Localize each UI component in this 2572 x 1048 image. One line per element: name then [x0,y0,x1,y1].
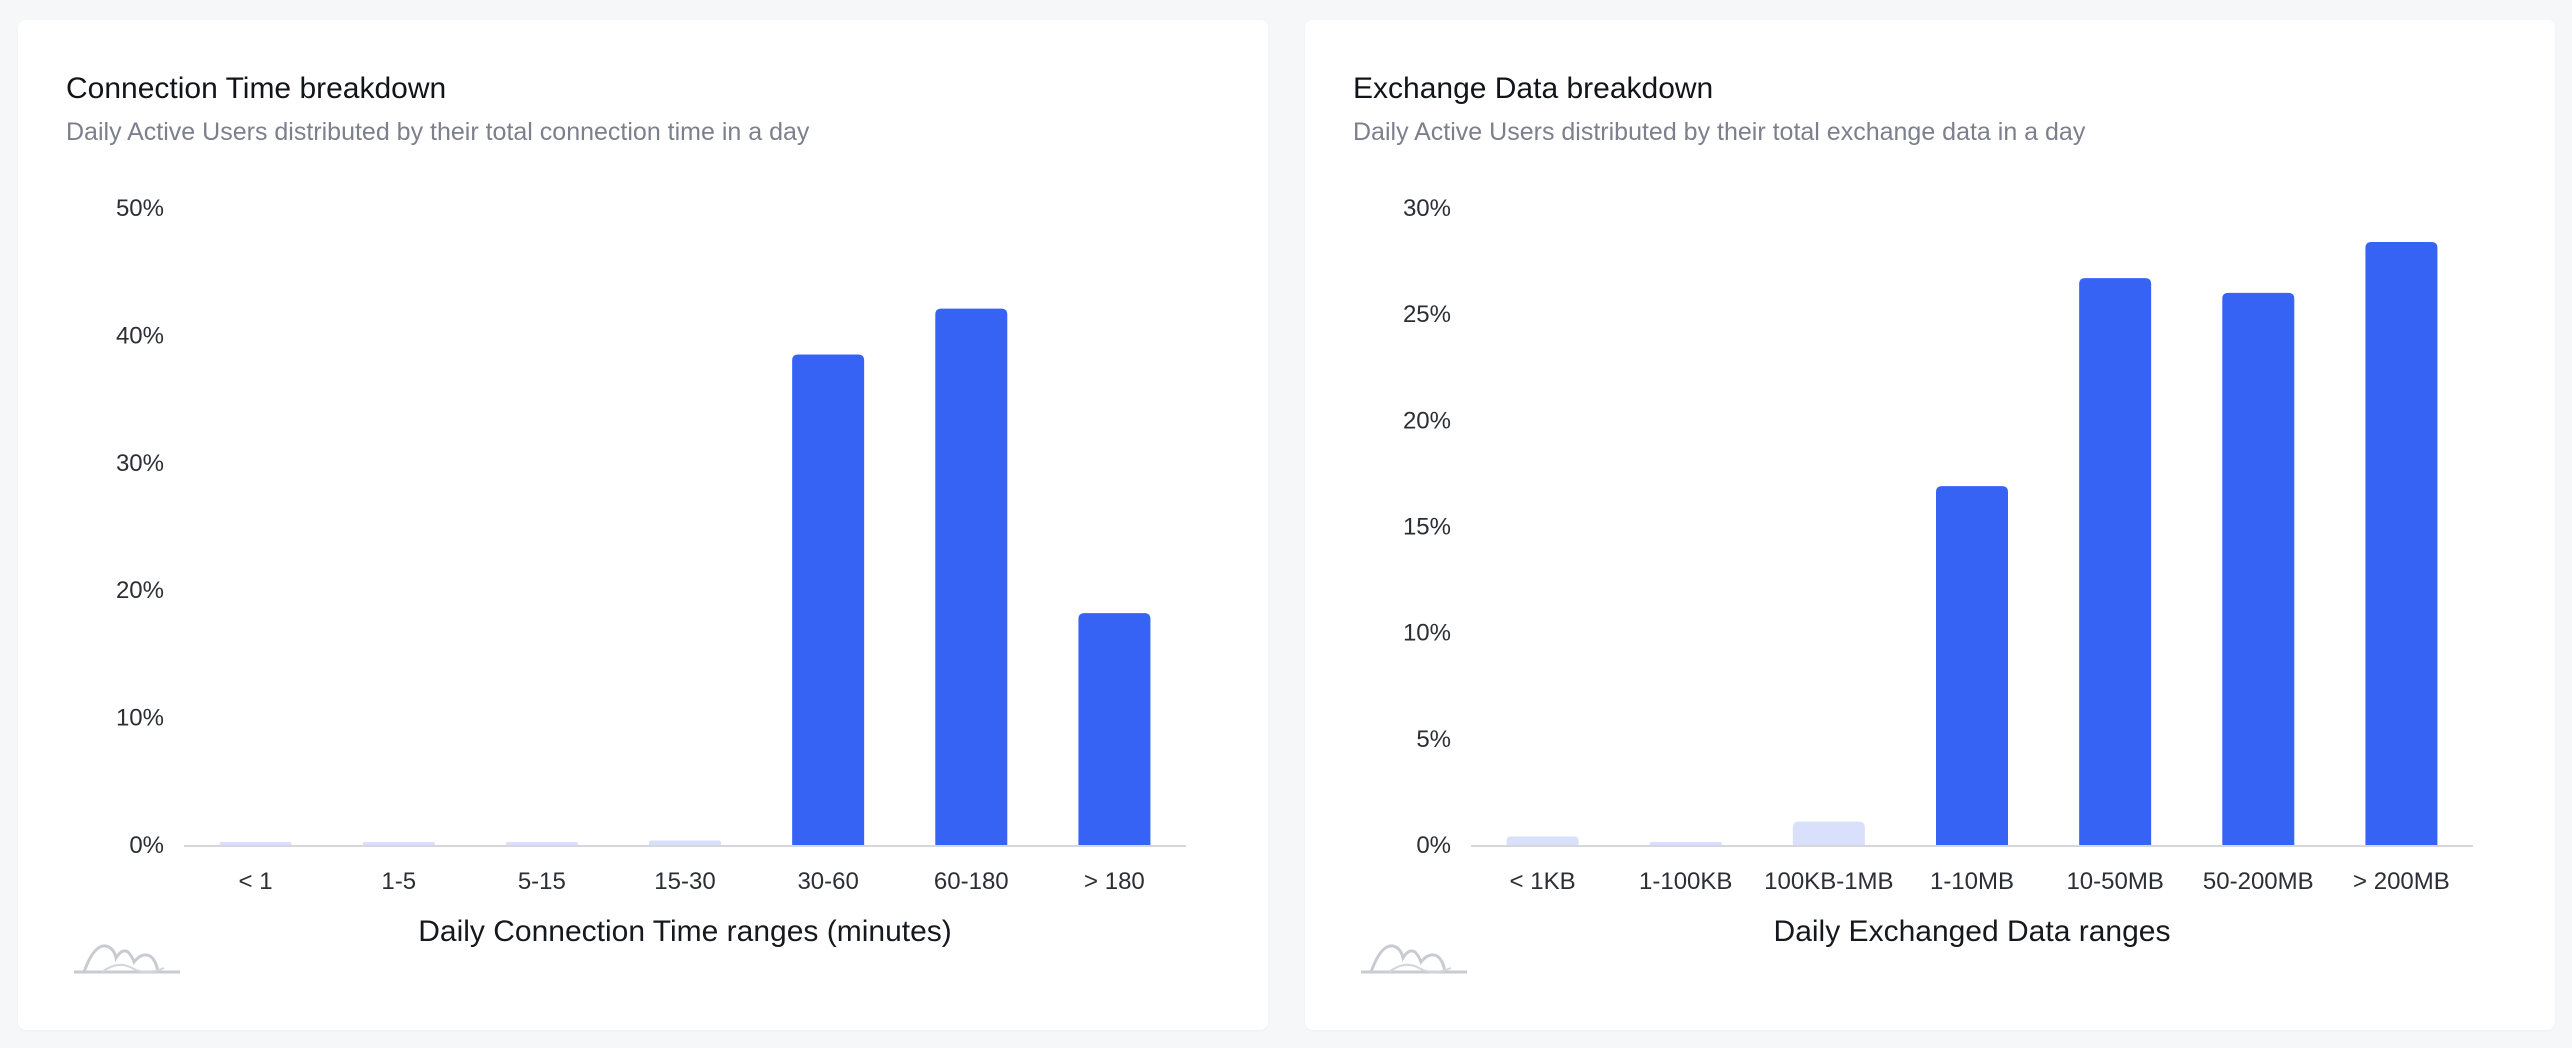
mountain-logo-icon [1361,944,1467,974]
y-tick-label: 20% [116,577,164,604]
x-tick-label: 60-180 [934,868,1009,895]
card-subtitle: Daily Active Users distributed by their … [66,118,810,146]
bar-1 [219,842,292,845]
y-tick-label: 30% [1403,195,1451,222]
bar-200mb [2365,241,2438,845]
y-tick-label: 10% [116,705,164,732]
x-tick-label: 1-10MB [1930,868,2014,895]
y-tick-label: 0% [129,832,164,859]
x-tick-label: > 200MB [2353,868,2450,895]
exchange-data-chart: 0% 5% 10% 15% 20% 25% 30% < 1KB 1-100KB 100KB-1MB… [1403,195,2473,948]
y-tick-label: 40% [116,322,164,349]
y-tick-label: 50% [116,195,164,222]
y-tick-label: 10% [1403,620,1451,647]
x-tick-label: 1-100KB [1639,868,1732,895]
card-title: Connection Time breakdown [66,72,447,105]
bar-1kb [1506,836,1579,845]
x-tick-label: > 180 [1084,868,1145,895]
x-tick-label: 1-5 [381,868,416,895]
card-title: Exchange Data breakdown [1353,72,1714,105]
y-tick-label: 0% [1416,832,1451,859]
bar-1-5 [362,842,435,845]
x-tick-label: 5-15 [518,868,566,895]
y-tick-label: 30% [116,450,164,477]
mountain-logo-icon [74,944,180,974]
x-tick-label: < 1KB [1510,868,1576,895]
bar-5-15 [505,842,578,845]
connection-time-chart: 0% 10% 20% 30% 40% 50% < 1 1-5 5-15 15-30 30-60 60-… [116,195,1186,948]
connection-time-card: Connection Time breakdown Daily Active U… [18,20,1268,1030]
x-tick-label: 50-200MB [2203,868,2314,895]
exchange-data-card: Exchange Data breakdown Daily Active Use… [1305,20,2555,1030]
y-tick-label: 25% [1403,301,1451,328]
x-axis-title: Daily Connection Time ranges (minutes) [418,915,952,948]
bar-1-100kb [1649,842,1722,845]
x-tick-label: 15-30 [654,868,715,895]
x-tick-label: < 1 [239,868,273,895]
bar-60-180 [935,308,1008,845]
bar-10-50mb [2079,278,2152,845]
x-tick-label: 100KB-1MB [1764,868,1893,895]
bar-100kb-1mb [1792,821,1865,845]
y-tick-label: 20% [1403,407,1451,434]
y-tick-label: 15% [1403,514,1451,541]
bar-180 [1078,613,1151,845]
card-subtitle: Daily Active Users distributed by their … [1353,118,2086,146]
bar-15-30 [649,840,721,845]
x-axis-title: Daily Exchanged Data ranges [1774,915,2171,948]
bar-1-10mb [1936,486,2008,845]
x-tick-label: 10-50MB [2066,868,2163,895]
bar-50-200mb [2222,292,2295,845]
x-tick-label: 30-60 [797,868,858,895]
bar-30-60 [792,354,865,845]
y-tick-label: 5% [1416,726,1451,753]
